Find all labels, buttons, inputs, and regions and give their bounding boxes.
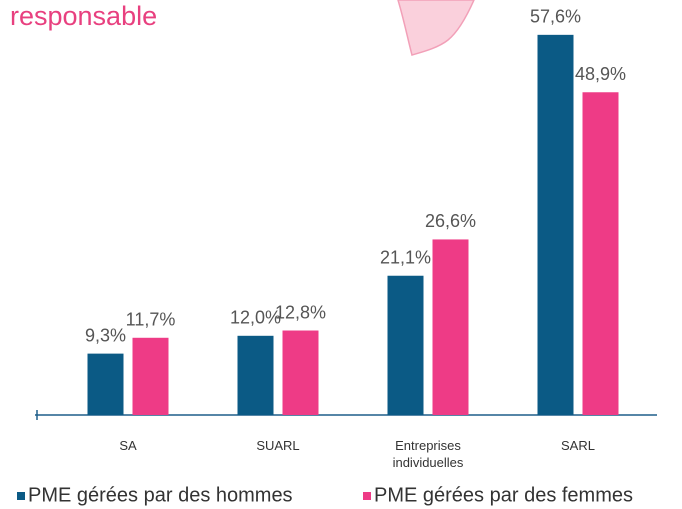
x-tick-label: SUARL bbox=[256, 438, 300, 453]
value-label: 57,6% bbox=[530, 7, 581, 27]
bar bbox=[132, 337, 169, 415]
legend-label: PME gérées par des hommes bbox=[28, 484, 293, 506]
value-label: 21,1% bbox=[380, 247, 431, 267]
value-label: 12,0% bbox=[230, 308, 281, 328]
decoration bbox=[397, 0, 475, 56]
value-label: 11,7% bbox=[126, 310, 176, 330]
x-tick-label: Entreprises individuelles bbox=[392, 438, 464, 470]
bar bbox=[387, 275, 424, 415]
legend-swatch bbox=[17, 492, 25, 500]
bar bbox=[432, 239, 469, 415]
chart-title: responsable bbox=[10, 1, 157, 31]
value-label: 9,3% bbox=[85, 325, 126, 345]
bar bbox=[537, 34, 574, 416]
bar bbox=[582, 92, 619, 415]
x-tick-label: SA bbox=[119, 438, 137, 453]
value-label: 48,9% bbox=[575, 64, 626, 84]
value-label: 12,8% bbox=[275, 302, 326, 322]
legend-label: PME gérées par des femmes bbox=[374, 484, 633, 506]
legend-swatch bbox=[363, 492, 371, 500]
x-tick-label: SARL bbox=[561, 438, 595, 453]
bar bbox=[237, 335, 274, 415]
value-label: 26,6% bbox=[425, 211, 476, 231]
bar bbox=[87, 353, 124, 415]
bar bbox=[282, 330, 319, 415]
